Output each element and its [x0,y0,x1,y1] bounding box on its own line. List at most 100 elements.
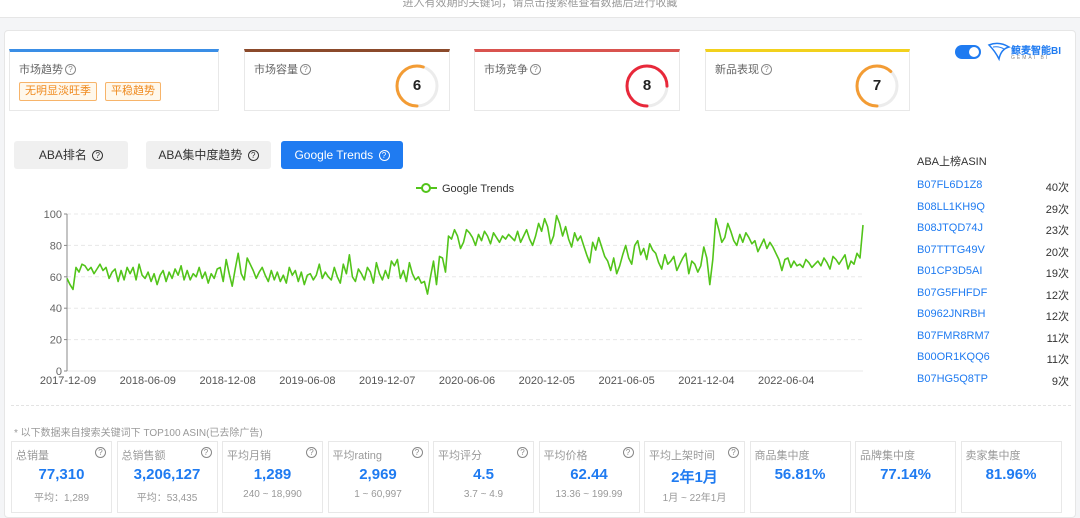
legend-label: Google Trends [442,183,515,195]
asin-link[interactable]: B07FL6D1Z8 [917,179,983,191]
asin-count: 20次 [1045,246,1069,259]
x-tick-label: 2020-06-06 [439,375,495,387]
stat-card: 品牌集中度 77.14% [855,441,956,513]
stat-label: 卖家集中度 [965,450,1021,462]
gemai-logo-icon [987,42,1011,62]
asin-row: B08LL1KH9Q 29次 [917,201,1069,217]
metric-title: 市场竞争 [484,64,528,76]
asin-link[interactable]: B01CP3D5AI [917,265,983,277]
help-icon[interactable]: ? [300,64,311,75]
x-tick-label: 2021-12-04 [678,375,734,387]
stat-value: 2年1月 [671,469,718,486]
stat-value: 2,969 [359,466,397,483]
stat-range: 13.36 ~ 199.99 [555,489,623,500]
stat-value: 3,206,127 [133,466,201,483]
x-tick-label: 2018-12-08 [199,375,255,387]
y-tick-label: 40 [50,303,62,315]
asin-count: 40次 [1045,182,1069,194]
asin-row: B08JTQD74J 23次 [917,222,1069,238]
metric-title: 市场趋势 [19,64,63,76]
stat-value: 62.44 [570,466,608,483]
asin-link[interactable]: B08LL1KH9Q [917,200,985,213]
asin-row: B07HG5Q8TP 9次 [917,373,1069,389]
help-icon[interactable]: ? [530,64,541,75]
stat-range: 240 ~ 18,990 [243,489,302,500]
stat-label: 品牌集中度 [860,450,915,462]
help-icon[interactable]: ? [622,447,634,458]
asin-link[interactable]: B07TTTG49V [917,243,985,256]
x-tick-label: 2017-12-09 [40,375,96,387]
divider [11,405,1071,406]
stat-label: 商品集中度 [754,450,810,462]
asin-row: B07FMR8RM7 11次 [917,330,1069,346]
asin-link[interactable]: B0962JNRBH [917,308,986,320]
help-icon: ? [378,150,390,161]
stat-value: 56.81% [774,466,826,483]
stat-label: 平均月销 [227,450,271,462]
tab-aba-concentration[interactable]: ABA集中度趋势 ? [146,141,271,169]
x-tick-label: 2021-06-05 [598,375,654,387]
help-icon[interactable]: ? [95,447,106,458]
asin-row: B0962JNRBH 12次 [917,308,1069,324]
help-icon[interactable]: ? [411,447,423,458]
gauge-value: 6 [412,77,422,94]
x-tick-label: 2019-12-07 [359,375,415,387]
metric-card-market-competition: 市场竞争? 8 [474,49,680,111]
x-tick-label: 2018-06-09 [120,375,176,387]
metric-card-market-trend: 市场趋势? 无明显淡旺季 平稳趋势 [9,49,219,111]
stat-label: 平均上架时间 [649,450,715,462]
y-tick-label: 100 [44,209,62,221]
stat-label: 总销量 [16,450,49,462]
asin-link[interactable]: B00OR1KQQ6 [917,351,990,363]
help-icon[interactable]: ? [200,447,212,458]
help-icon[interactable]: ? [306,447,317,458]
stat-value: 81.96% [985,466,1037,483]
help-icon: ? [247,150,259,161]
y-tick-label: 0 [56,366,62,378]
help-icon[interactable]: ? [728,447,739,458]
help-icon[interactable]: ? [517,447,528,458]
stat-card: 商品集中度 56.81% [749,441,851,513]
asin-link[interactable]: B07HG5Q8TP [917,372,988,385]
top-notice-bar: 进入有效期的关键词，请点击搜索框查看数据后进行收藏 [0,0,1080,18]
stat-range: 1月 ~ 22年1月 [662,493,727,504]
help-icon[interactable]: ? [761,64,772,75]
asin-count: 19次 [1045,268,1069,280]
data-source-note: * 以下数据来自搜索关键词下 TOP100 ASIN(已去除广告) [14,428,263,439]
series-line [66,214,864,295]
tab-google-trends[interactable]: Google Trends ? [281,141,403,169]
stat-card: 总销售额? 3,206,127 平均：53,435 [116,441,218,513]
stat-label: 平均rating [332,450,383,462]
help-icon[interactable]: ? [65,64,76,75]
tab-aba-rank[interactable]: ABA排名 ? [14,141,128,169]
metric-card-market-capacity: 市场容量? 6 [244,49,450,111]
x-tick-label: 2020-12-05 [519,375,575,387]
top-notice-text: 进入有效期的关键词，请点击搜索框查看数据后进行收藏 [402,0,678,9]
asin-count: 12次 [1045,311,1069,323]
asin-count: 9次 [1051,375,1069,388]
metric-title: 市场容量 [254,64,298,76]
y-tick-label: 80 [50,240,62,252]
asin-link[interactable]: B07FMR8RM7 [917,329,990,342]
gauge-ring [625,64,669,108]
asin-link[interactable]: B08JTQD74J [917,222,984,234]
bi-toggle-switch[interactable] [955,45,981,59]
asin-count: 23次 [1045,225,1069,237]
asin-list-title: ABA上榜ASIN [917,156,987,168]
stat-label: 平均评分 [438,450,482,462]
trend-tag: 平稳趋势 [105,82,161,101]
metric-card-new-product: 新品表现? 7 [705,49,910,111]
asin-link[interactable]: B07G5FHFDF [917,286,988,299]
asin-row: B07G5FHFDF 12次 [917,287,1069,303]
stat-card: 平均价格? 62.44 13.36 ~ 199.99 [538,441,640,513]
gauge-value: 7 [872,77,882,94]
gauge-ring [855,64,899,108]
x-tick-label: 2019-06-08 [279,375,335,387]
x-tick-label: 2022-06-04 [758,375,814,387]
market-analysis-panel: 市场趋势? 无明显淡旺季 平稳趋势 市场容量? 6 市场竞争? 8 新品表现? … [4,30,1076,518]
logo-subtitle: GEMAI BI [1011,55,1050,61]
asin-count: 29次 [1045,203,1069,216]
metric-title: 新品表现 [715,64,759,76]
logo-name: 鲸麦智能BI [1011,46,1061,57]
stat-card: 平均rating? 2,969 1 ~ 60,997 [327,441,429,513]
